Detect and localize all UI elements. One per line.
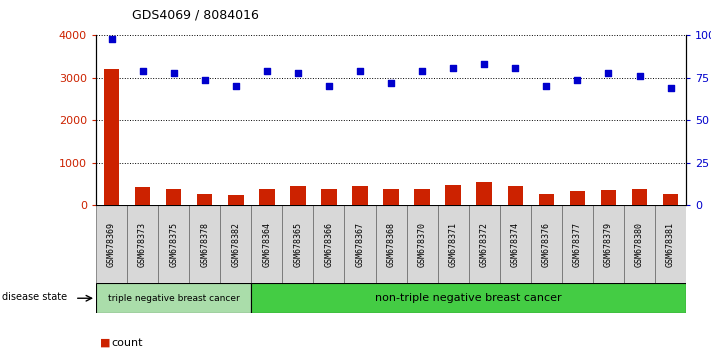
Bar	[593, 205, 624, 283]
Text: GSM678379: GSM678379	[604, 222, 613, 267]
Text: GDS4069 / 8084016: GDS4069 / 8084016	[132, 8, 258, 21]
Text: disease state: disease state	[2, 292, 67, 302]
Bar	[601, 190, 616, 205]
Bar	[251, 283, 686, 313]
Text: count: count	[112, 338, 143, 348]
Bar	[314, 205, 344, 283]
Bar	[500, 205, 531, 283]
Bar	[259, 189, 274, 205]
Bar	[158, 205, 189, 283]
Bar	[445, 184, 461, 205]
Bar	[251, 205, 282, 283]
Text: GSM678374: GSM678374	[510, 222, 520, 267]
Bar	[375, 205, 407, 283]
Bar	[127, 205, 158, 283]
Bar	[220, 205, 251, 283]
Point	[510, 65, 521, 70]
Point	[354, 68, 365, 74]
Text: GSM678373: GSM678373	[138, 222, 147, 267]
Text: GSM678364: GSM678364	[262, 222, 272, 267]
Text: GSM678365: GSM678365	[294, 222, 302, 267]
Bar	[135, 187, 150, 205]
Text: GSM678368: GSM678368	[387, 222, 395, 267]
Bar	[383, 189, 399, 205]
Point	[292, 70, 304, 76]
Point	[540, 84, 552, 89]
Text: GSM678371: GSM678371	[449, 222, 458, 267]
Bar	[189, 205, 220, 283]
Point	[385, 80, 397, 86]
Bar	[476, 182, 492, 205]
Bar	[282, 205, 314, 283]
Point	[447, 65, 459, 70]
Bar	[228, 195, 243, 205]
Point	[199, 77, 210, 82]
Point	[106, 36, 117, 42]
Bar	[508, 186, 523, 205]
Bar	[624, 205, 655, 283]
Bar	[104, 69, 119, 205]
Text: GSM678370: GSM678370	[417, 222, 427, 267]
Text: non-triple negative breast cancer: non-triple negative breast cancer	[375, 293, 562, 303]
Point	[417, 68, 428, 74]
Bar	[352, 186, 368, 205]
Text: GSM678366: GSM678366	[324, 222, 333, 267]
Bar	[562, 205, 593, 283]
Bar	[197, 194, 213, 205]
Text: GSM678380: GSM678380	[635, 222, 644, 267]
Bar	[539, 194, 554, 205]
Bar	[321, 189, 337, 205]
Point	[137, 68, 149, 74]
Text: GSM678381: GSM678381	[666, 222, 675, 267]
Bar	[663, 194, 678, 205]
Bar	[632, 189, 647, 205]
Text: triple negative breast cancer: triple negative breast cancer	[108, 294, 240, 303]
Bar	[96, 205, 127, 283]
Point	[479, 62, 490, 67]
Text: GSM678377: GSM678377	[573, 222, 582, 267]
Text: GSM678375: GSM678375	[169, 222, 178, 267]
Bar	[407, 205, 438, 283]
Bar	[415, 189, 430, 205]
Text: GSM678367: GSM678367	[356, 222, 365, 267]
Point	[603, 70, 614, 76]
Point	[665, 85, 676, 91]
Bar	[166, 189, 181, 205]
Text: GSM678372: GSM678372	[480, 222, 488, 267]
Point	[168, 70, 179, 76]
Text: GSM678376: GSM678376	[542, 222, 551, 267]
Text: GSM678369: GSM678369	[107, 222, 116, 267]
Text: GSM678382: GSM678382	[231, 222, 240, 267]
Bar	[570, 191, 585, 205]
Point	[230, 84, 242, 89]
Point	[572, 77, 583, 82]
Bar	[344, 205, 375, 283]
Bar	[469, 205, 500, 283]
Bar	[290, 186, 306, 205]
Text: GSM678378: GSM678378	[201, 222, 209, 267]
Point	[634, 73, 645, 79]
Bar	[531, 205, 562, 283]
Point	[324, 84, 335, 89]
Bar	[438, 205, 469, 283]
Text: ■: ■	[100, 338, 110, 348]
Bar	[655, 205, 686, 283]
Bar	[96, 283, 251, 313]
Point	[261, 68, 272, 74]
